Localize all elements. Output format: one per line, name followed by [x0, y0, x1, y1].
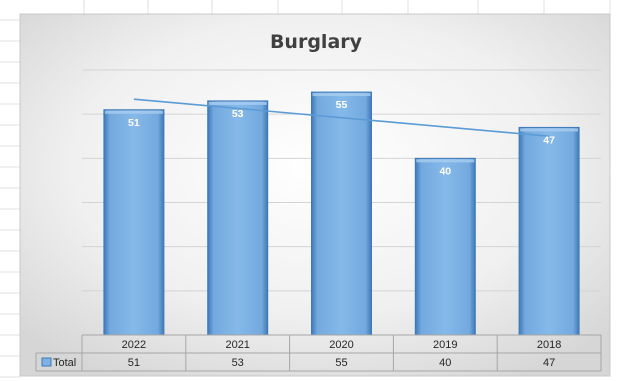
- linear-trendline: [133, 98, 550, 138]
- bar-top-bevel: [520, 128, 579, 132]
- table-header-2019: 2019: [433, 339, 457, 351]
- bar-top-bevel: [312, 93, 371, 97]
- table-value-2019: 40: [439, 357, 451, 369]
- table-header-2022: 2022: [122, 339, 146, 351]
- data-label-2019: 40: [439, 165, 451, 177]
- bar-2019: [414, 157, 476, 336]
- table-value-2020: 55: [335, 357, 347, 369]
- data-label-2022: 51: [128, 117, 140, 129]
- data-label-2018: 47: [543, 134, 555, 146]
- table-value-2018: 47: [543, 357, 555, 369]
- data-table: 2022 2021 2020 2019 2018 51 53 55 40 47 Total: [35, 334, 602, 372]
- data-label-2020: 55: [336, 99, 348, 111]
- bar-top-bevel: [208, 101, 267, 105]
- bar-2022: [103, 109, 165, 336]
- table-header-2020: 2020: [329, 339, 353, 351]
- data-label-2021: 53: [232, 108, 244, 120]
- bar-2021: [207, 100, 269, 336]
- bar-2018: [518, 126, 580, 336]
- bar-top-bevel: [104, 110, 163, 114]
- table-value-2021: 53: [232, 357, 244, 369]
- bar-2020: [311, 91, 372, 336]
- table-value-2022: 51: [128, 357, 140, 369]
- table-header-2018: 2018: [537, 339, 561, 351]
- chart-title: Burglary: [270, 31, 363, 53]
- table-row-label: Total: [53, 357, 76, 369]
- table-header-2021: 2021: [225, 339, 249, 351]
- bar-top-bevel: [416, 159, 475, 163]
- data-labels: 51 53 55 40 47: [128, 99, 555, 177]
- legend-key-swatch: [41, 357, 52, 367]
